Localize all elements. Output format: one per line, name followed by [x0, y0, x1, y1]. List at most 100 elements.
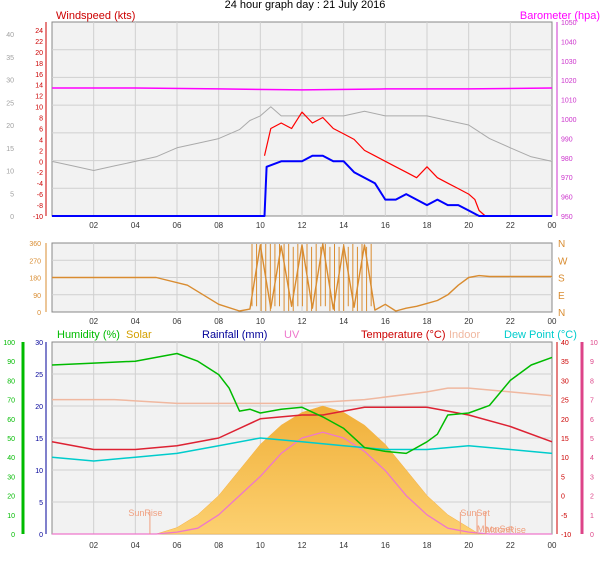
windspeed-legend: Windspeed (kts)	[56, 10, 135, 22]
dew-point-line	[51, 437, 553, 462]
p1-gray-tick-label: 30	[6, 78, 14, 85]
p2-direction-tick-label: 180	[29, 276, 41, 283]
p3-humidity-tick-label: 40	[7, 455, 15, 462]
p1-kts-tick-label: 24	[35, 28, 43, 35]
p2-compass-label: E	[558, 291, 565, 302]
wind-direction-line	[52, 243, 552, 312]
p2-direction-tick-label: 360	[29, 241, 41, 248]
p3-temperature-tick-label: 35	[561, 359, 569, 366]
humidity-line	[51, 352, 553, 455]
p3-x-tick-label: 08	[214, 541, 223, 550]
p3-uv-tick-label: 3	[590, 474, 594, 481]
p1-kts-tick-label: -10	[33, 214, 43, 221]
p3-temperature-tick-label: -10	[561, 532, 571, 539]
uv-line	[52, 431, 552, 535]
p2-x-tick-label: 14	[339, 317, 348, 326]
p3-x-tick-label: 22	[506, 541, 515, 550]
p3-temperature-tick-label: 25	[561, 398, 569, 405]
p3-x-tick-label: 14	[339, 541, 348, 550]
p3-humidity-tick-label: 90	[7, 359, 15, 366]
p2-direction-tick-label: 90	[33, 293, 41, 300]
p3-legend-item: Rainfall (mm)	[202, 329, 267, 341]
p3-temperature-tick-label: 30	[561, 378, 569, 385]
p3-uv-tick-label: 5	[590, 436, 594, 443]
p2-x-tick-label: 02	[89, 317, 98, 326]
p3-legend-item: Solar	[126, 329, 152, 341]
p1-gray-tick-label: 40	[6, 32, 14, 39]
p1-hpa-tick-label: 990	[561, 136, 573, 143]
p2-compass-label: N	[558, 308, 565, 319]
p1-gray-tick-label: 25	[6, 100, 14, 107]
p3-legend-item: Humidity (%)	[57, 329, 120, 341]
p2-x-tick-label: 04	[131, 317, 140, 326]
p3-x-tick-label: 18	[423, 541, 432, 550]
wind-gust-line	[263, 111, 486, 217]
p2-compass-label: S	[558, 274, 565, 285]
p3-temperature-tick-label: 15	[561, 436, 569, 443]
p1-kts-tick-label: 20	[35, 50, 43, 57]
p3-humidity-tick-label: 50	[7, 436, 15, 443]
p1-gray-tick-label: 10	[6, 169, 14, 176]
p1-kts-tick-label: -8	[37, 203, 43, 210]
p2-x-tick-label: 20	[464, 317, 473, 326]
p3-humidity-tick-label: 10	[7, 513, 15, 520]
p1-kts-tick-label: 16	[35, 72, 43, 79]
panel-temperature-humidity: Humidity (%) Solar Rainfall (mm) UV Temperat…	[3, 329, 598, 550]
p3-rainfall-tick-label: 30	[35, 340, 43, 347]
p1-hpa-tick-label: 1010	[561, 98, 577, 105]
sun-event-label: MoonRise	[485, 525, 526, 535]
p3-rainfall-tick-label: 15	[35, 436, 43, 443]
p2-x-tick-label: 16	[381, 317, 390, 326]
p3-legend-item: UV	[284, 329, 300, 341]
panel-wind-barometer: Windspeed (kts) Barometer (hpa)4035302520…	[6, 10, 600, 230]
p1-hpa-tick-label: 960	[561, 195, 573, 202]
p1-hpa-tick-label: 950	[561, 214, 573, 221]
p1-x-tick-label: 20	[464, 221, 473, 230]
p3-uv-tick-label: 4	[590, 455, 594, 462]
p1-x-tick-label: 14	[339, 221, 348, 230]
p2-compass-label: N	[558, 239, 565, 250]
p3-x-tick-label: 20	[464, 541, 473, 550]
p3-uv-tick-label: 2	[590, 494, 594, 501]
p3-humidity-tick-label: 100	[3, 340, 15, 347]
p3-x-tick-label: 02	[89, 541, 98, 550]
p3-uv-tick-label: 10	[590, 340, 598, 347]
p3-humidity-tick-label: 20	[7, 494, 15, 501]
p3-rainfall-tick-label: 5	[39, 500, 43, 507]
p2-compass-label: W	[558, 256, 568, 267]
p2-x-tick-label: 08	[214, 317, 223, 326]
sun-event-label: MoonSet	[477, 524, 514, 534]
p2-x-tick-label: 00	[548, 317, 557, 326]
p3-rainfall-tick-label: 25	[35, 372, 43, 379]
p2-direction-tick-label: 270	[29, 258, 41, 265]
p2-direction-tick-label: 0	[37, 310, 41, 317]
solar-area	[52, 405, 552, 535]
indoor-temperature-line	[52, 387, 553, 405]
p1-kts-tick-label: 8	[39, 116, 43, 123]
p3-temperature-tick-label: 40	[561, 340, 569, 347]
barometer-line	[52, 87, 553, 91]
p1-kts-tick-label: -2	[37, 170, 43, 177]
p1-kts-tick-label: 14	[35, 83, 43, 90]
p3-uv-tick-label: 0	[590, 532, 594, 539]
p3-temperature-tick-label: -5	[561, 513, 567, 520]
p1-x-tick-label: 04	[131, 221, 140, 230]
windspeed-line	[52, 154, 552, 217]
p1-gray-tick-label: 0	[10, 214, 14, 221]
p1-kts-tick-label: 6	[39, 126, 43, 133]
p3-temperature-tick-label: 20	[561, 417, 569, 424]
p1-x-tick-label: 06	[173, 221, 182, 230]
chart-title: 24 hour graph day : 21 July 2016	[224, 0, 386, 11]
barometer-legend: Barometer (hpa)	[520, 10, 600, 22]
p3-uv-tick-label: 1	[590, 513, 594, 520]
p1-gray-tick-label: 20	[6, 123, 14, 130]
p3-rainfall-tick-label: 20	[35, 404, 43, 411]
p3-temperature-tick-label: 10	[561, 455, 569, 462]
p2-x-tick-label: 18	[423, 317, 432, 326]
p2-x-tick-label: 06	[173, 317, 182, 326]
p1-x-tick-label: 22	[506, 221, 515, 230]
p3-humidity-tick-label: 60	[7, 417, 15, 424]
p3-uv-tick-label: 8	[590, 378, 594, 385]
p1-hpa-tick-label: 1030	[561, 59, 577, 66]
